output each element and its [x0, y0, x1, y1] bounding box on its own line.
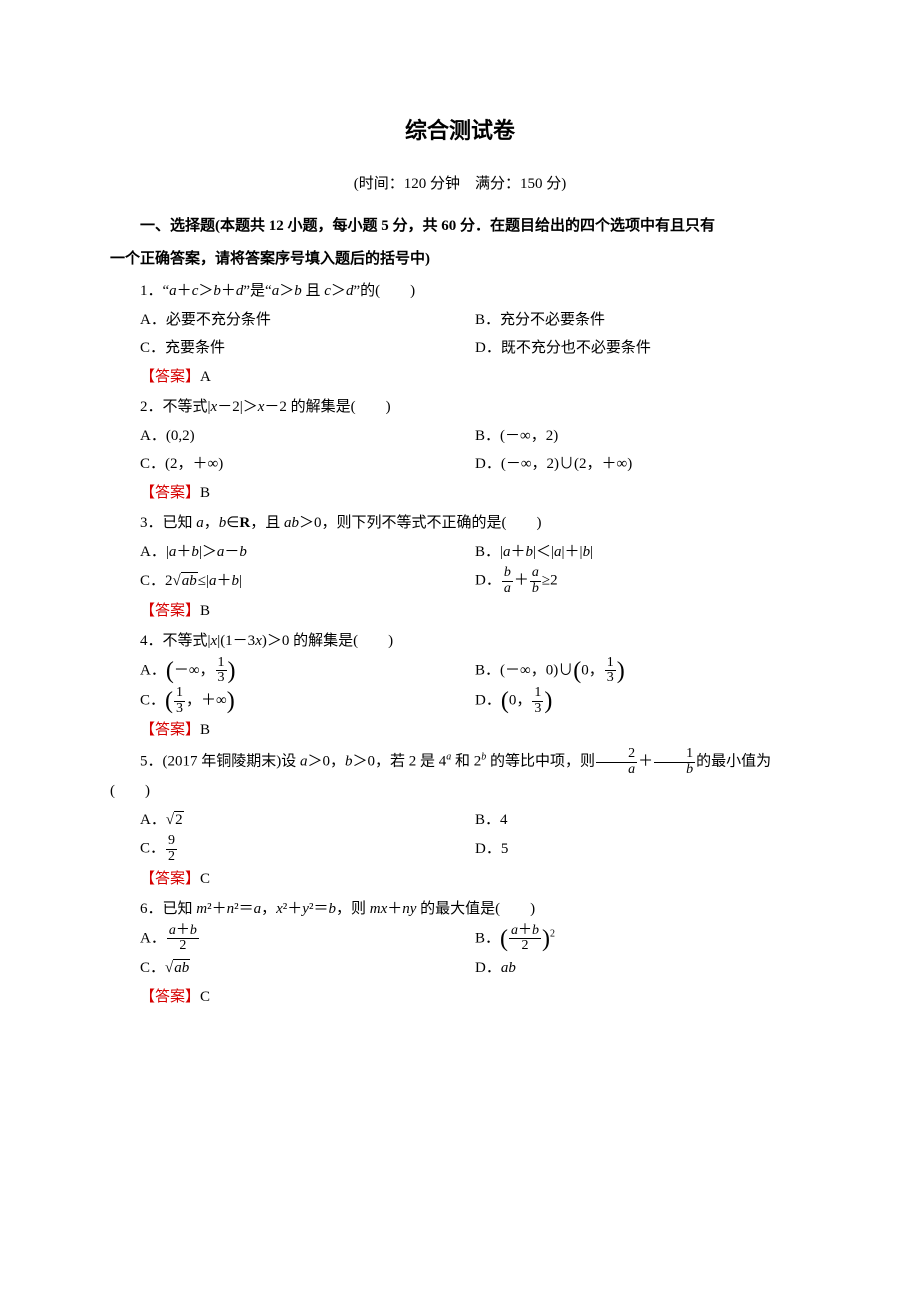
q3-optC: C．2√ab≤|a＋b|	[140, 567, 475, 596]
q3-optA: A．|a＋b|＞a－b	[140, 538, 475, 567]
q5-stem: 5．(2017 年铜陵期末)设 a＞0，b＞0，若 2 是 4a 和 2b 的等…	[110, 747, 810, 806]
q6-answer: 【答案】C	[110, 983, 810, 1012]
q1-optC: C．充要条件	[140, 334, 475, 363]
q3-options-row1: A．|a＋b|＞a－b B．|a＋b|＜|a|＋|b|	[110, 538, 810, 567]
exam-meta: (时间：120 分钟 满分：150 分)	[110, 170, 810, 199]
q5-options-row1: A．√2 B．4	[110, 806, 810, 835]
q3-options-row2: C．2√ab≤|a＋b| D．ba＋ab≥2	[110, 566, 810, 596]
q3-optB: B．|a＋b|＜|a|＋|b|	[475, 538, 810, 567]
q2-options-row2: C．(2，＋∞) D．(－∞，2)∪(2，＋∞)	[110, 450, 810, 479]
q6-stem: 6．已知 m²＋n²＝a，x²＋y²＝b，则 mx＋ny 的最大值是( )	[110, 895, 810, 924]
q6-optD: D．ab	[475, 954, 810, 983]
q4-optB: B．(－∞，0)∪(0，13)	[475, 656, 810, 686]
q4-optD: D．(0，13)	[475, 686, 810, 716]
q1-stem: 1．“a＋c＞b＋d”是“a＞b 且 c＞d”的( )	[110, 277, 810, 306]
section-1-heading-a: 一、选择题(本题共 12 小题，每小题 5 分，共 60 分．在题目给出的四个选…	[110, 212, 810, 241]
q2-optC: C．(2，＋∞)	[140, 450, 475, 479]
q2-answer: 【答案】B	[110, 479, 810, 508]
q1-options-row1: A．必要不充分条件 B．充分不必要条件	[110, 306, 810, 335]
q5-optC: C．92	[140, 834, 475, 864]
q6-optC: C．√ab	[140, 954, 475, 983]
q5-optD: D．5	[475, 835, 810, 864]
q5-answer: 【答案】C	[110, 865, 810, 894]
q4-optA: A．(－∞，13)	[140, 656, 475, 686]
q2-stem: 2．不等式|x－2|＞x－2 的解集是( )	[110, 393, 810, 422]
q5-options-row2: C．92 D．5	[110, 834, 810, 864]
q2-optD: D．(－∞，2)∪(2，＋∞)	[475, 450, 810, 479]
q5-optB: B．4	[475, 806, 810, 835]
q5-optA: A．√2	[140, 806, 475, 835]
q4-answer: 【答案】B	[110, 716, 810, 745]
q1-optD: D．既不充分也不必要条件	[475, 334, 810, 363]
page-title: 综合测试卷	[110, 110, 810, 152]
q1-optB: B．充分不必要条件	[475, 306, 810, 335]
q6-options-row1: A．a＋b2 B．(a＋b2)2	[110, 924, 810, 954]
q6-optB: B．(a＋b2)2	[475, 924, 810, 954]
q4-stem: 4．不等式|x|(1－3x)＞0 的解集是( )	[110, 627, 810, 656]
q3-answer: 【答案】B	[110, 597, 810, 626]
q3-optD: D．ba＋ab≥2	[475, 566, 810, 596]
q4-optC: C．(13，＋∞)	[140, 686, 475, 716]
q6-options-row2: C．√ab D．ab	[110, 954, 810, 983]
q1-answer: 【答案】A	[110, 363, 810, 392]
q2-optA: A．(0,2)	[140, 422, 475, 451]
q3-stem: 3．已知 a，b∈R，且 ab＞0，则下列不等式不正确的是( )	[110, 509, 810, 538]
q1-options-row2: C．充要条件 D．既不充分也不必要条件	[110, 334, 810, 363]
q4-options-row1: A．(－∞，13) B．(－∞，0)∪(0，13)	[110, 656, 810, 686]
q4-options-row2: C．(13，＋∞) D．(0，13)	[110, 686, 810, 716]
q6-optA: A．a＋b2	[140, 924, 475, 954]
section-1-heading-b: 一个正确答案，请将答案序号填入题后的括号中)	[110, 245, 810, 274]
q1-optA: A．必要不充分条件	[140, 306, 475, 335]
q2-optB: B．(－∞，2)	[475, 422, 810, 451]
q2-options-row1: A．(0,2) B．(－∞，2)	[110, 422, 810, 451]
